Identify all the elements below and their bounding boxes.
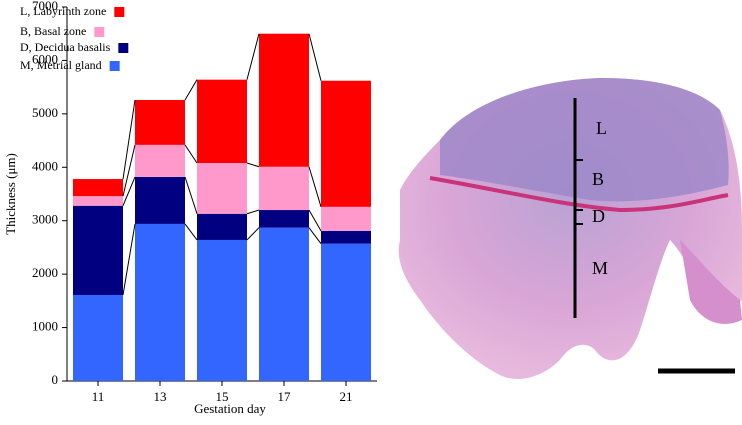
x-tick-label: 15 xyxy=(216,389,229,404)
bar-segment xyxy=(321,230,371,244)
x-tick-label: 11 xyxy=(92,389,105,404)
connector xyxy=(122,176,136,206)
region-label: M xyxy=(592,258,608,278)
connector xyxy=(308,33,322,81)
connector xyxy=(184,79,198,101)
bar-segment xyxy=(197,163,247,214)
tissue-fold xyxy=(680,240,742,324)
legend-label: D, Decidua basalis xyxy=(20,40,111,54)
bar-segment xyxy=(197,239,247,381)
bar-segment xyxy=(73,294,123,381)
y-tick-label: 2000 xyxy=(32,265,58,280)
connector xyxy=(184,223,198,241)
connector xyxy=(184,144,198,164)
region-label: L xyxy=(596,118,607,138)
x-tick-label: 13 xyxy=(154,389,167,404)
connector xyxy=(184,176,198,214)
bar-segment xyxy=(321,206,371,231)
legend-label: L, Labyrinth zone xyxy=(20,4,106,18)
legend-swatch xyxy=(114,7,125,17)
x-tick-label: 17 xyxy=(278,389,292,404)
bar-segment xyxy=(259,166,309,211)
legend-label: M, Metrial gland xyxy=(20,58,102,72)
connector xyxy=(308,227,322,244)
bar-segment xyxy=(321,80,371,207)
bar-segment xyxy=(135,144,185,177)
connector xyxy=(122,144,136,197)
legend-swatch xyxy=(118,43,129,53)
bar-segment xyxy=(73,205,123,295)
y-tick-label: 3000 xyxy=(32,212,58,227)
region-label: B xyxy=(592,169,604,189)
bar-segment xyxy=(259,227,309,381)
bar-segment xyxy=(321,243,371,381)
bar-segment xyxy=(135,176,185,224)
bar-segment xyxy=(135,223,185,381)
bar-segment xyxy=(135,99,185,145)
y-tick-label: 1000 xyxy=(32,319,58,334)
bar-segment xyxy=(259,33,309,167)
bar-segment xyxy=(73,196,123,206)
bar-segment xyxy=(73,179,123,197)
labyrinth-region xyxy=(440,78,729,202)
connector xyxy=(246,209,260,215)
connector xyxy=(308,209,322,232)
region-label: D xyxy=(592,206,605,226)
x-tick-label: 21 xyxy=(340,389,353,404)
y-tick-label: 5000 xyxy=(32,105,58,120)
connector xyxy=(308,166,322,207)
legend-swatch xyxy=(94,27,105,37)
connector xyxy=(246,227,260,241)
legend-swatch xyxy=(109,61,120,71)
decidua-band xyxy=(429,176,729,213)
connector xyxy=(122,99,136,180)
y-axis-label: Thickness (μm) xyxy=(3,153,18,235)
y-tick-label: 0 xyxy=(52,372,59,387)
legend-label: B, Basal zone xyxy=(20,24,86,38)
connector xyxy=(246,33,260,80)
connector xyxy=(246,162,260,168)
bar-segment xyxy=(197,79,247,164)
histology-image: L B D M xyxy=(398,78,742,380)
bar-segment xyxy=(259,210,309,228)
y-tick-label: 6000 xyxy=(32,51,58,66)
x-axis-label: Gestation day xyxy=(194,401,266,416)
y-tick-label: 4000 xyxy=(32,158,58,173)
bar-segment xyxy=(197,213,247,240)
y-tick-label: 7000 xyxy=(32,0,58,13)
connector xyxy=(122,223,136,296)
